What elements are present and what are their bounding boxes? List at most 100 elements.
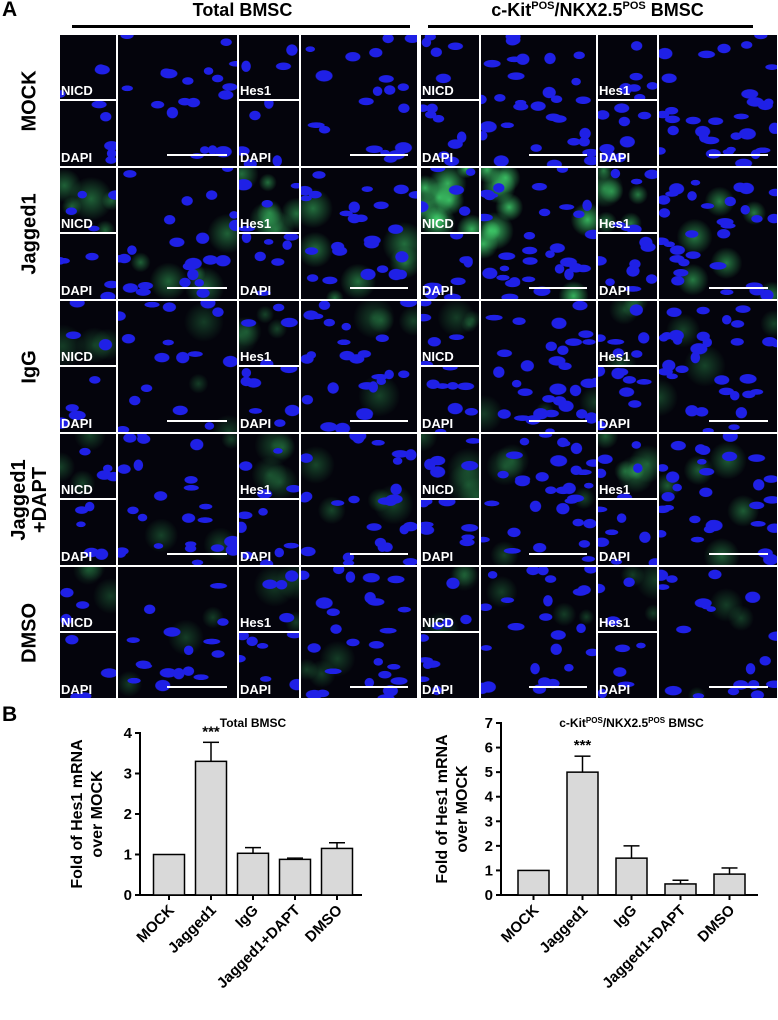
y-tick-label: 4 xyxy=(124,725,133,742)
nicd-merged-image xyxy=(481,567,596,698)
hes1-merged-image xyxy=(659,567,777,698)
y-axis-label: Fold of Hes1 mRNA xyxy=(434,734,451,884)
dapi-inset: DAPI xyxy=(598,101,657,166)
nicd-label: NICD xyxy=(61,83,93,98)
hes1-label: Hes1 xyxy=(599,482,631,497)
dapi-label: DAPI xyxy=(240,549,272,564)
dapi-inset: DAPI xyxy=(421,633,479,698)
scale-bar xyxy=(167,154,227,156)
hes1-merged-image xyxy=(301,35,417,166)
nicd-label: NICD xyxy=(61,216,93,231)
row-label: Jagged1 +DAPT xyxy=(8,459,51,540)
nicd-merged-image xyxy=(481,434,596,565)
dapi-inset: DAPI xyxy=(60,234,116,299)
y-axis-label: over MOCK xyxy=(454,765,471,853)
y-tick-label: 7 xyxy=(485,715,493,732)
hes1-label: Hes1 xyxy=(599,349,631,364)
chart-title: Total BMSC xyxy=(220,716,287,730)
dapi-inset: DAPI xyxy=(239,234,299,299)
panel-b-letter: B xyxy=(2,703,18,726)
dapi-label: DAPI xyxy=(599,150,631,165)
bar-jagged1 xyxy=(194,760,228,896)
x-tick-label: Jagged1 xyxy=(536,902,591,957)
scale-bar xyxy=(167,553,227,555)
y-tick-label: 3 xyxy=(485,813,493,830)
dapi-inset: DAPI xyxy=(239,101,299,166)
scale-bar xyxy=(529,686,587,688)
dapi-inset: DAPI xyxy=(239,367,299,432)
y-tick-label: 6 xyxy=(485,740,493,757)
x-tick-label: MOCK xyxy=(498,902,543,947)
row-label: DMSO xyxy=(18,602,41,663)
hes1-merged-image xyxy=(301,434,417,565)
group-underline-ckit xyxy=(428,25,753,28)
scale-bar xyxy=(709,420,768,422)
y-axis-label: Fold of Hes1 mRNA xyxy=(69,739,86,889)
hes1-merged-image xyxy=(659,35,777,166)
hes1-label: Hes1 xyxy=(240,216,272,231)
dapi-label: DAPI xyxy=(422,549,454,564)
dapi-label: DAPI xyxy=(240,150,272,165)
group-title-total: Total BMSC xyxy=(192,0,293,20)
nicd-label: NICD xyxy=(422,83,454,98)
scale-bar xyxy=(350,420,408,422)
y-tick-label: 1 xyxy=(485,862,493,879)
x-tick-label: IgG xyxy=(232,902,262,932)
scale-bar xyxy=(529,553,587,555)
row-label-line: Jagged1 xyxy=(18,192,41,275)
dapi-inset: DAPI xyxy=(60,367,116,432)
bar-jagged1-dapt xyxy=(664,883,697,896)
nicd-merged-image xyxy=(481,168,596,299)
hes1-merged-image xyxy=(659,168,777,299)
scale-bar xyxy=(709,686,768,688)
hes1-inset: Hes1 xyxy=(598,567,657,631)
nicd-merged-image xyxy=(481,301,596,432)
nicd-inset: NICD xyxy=(421,35,479,99)
hes1-inset: Hes1 xyxy=(598,301,657,365)
y-tick-label: 0 xyxy=(124,887,132,904)
dapi-label: DAPI xyxy=(61,416,93,431)
row-label-line: DMSO xyxy=(18,602,41,663)
dapi-inset: DAPI xyxy=(598,367,657,432)
dapi-label: DAPI xyxy=(61,283,93,298)
bar-mock xyxy=(152,853,186,896)
nicd-inset: NICD xyxy=(60,301,116,365)
nicd-label: NICD xyxy=(422,349,454,364)
bar-jagged1-dapt xyxy=(278,858,312,896)
dapi-inset: DAPI xyxy=(421,500,479,565)
row-label: Jagged1 xyxy=(18,192,41,275)
dapi-label: DAPI xyxy=(240,682,272,697)
y-tick-label: 4 xyxy=(485,789,494,806)
hes1-merged-image xyxy=(301,301,417,432)
nicd-label: NICD xyxy=(422,615,454,630)
dapi-label: DAPI xyxy=(599,682,631,697)
hes1-inset: Hes1 xyxy=(239,301,299,365)
hes1-merged-image xyxy=(659,434,777,565)
y-tick-label: 2 xyxy=(485,838,493,855)
hes1-inset: Hes1 xyxy=(239,35,299,99)
hes1-merged-image xyxy=(301,567,417,698)
scale-bar xyxy=(167,287,227,289)
hes1-label: Hes1 xyxy=(240,349,272,364)
nicd-merged-image xyxy=(118,35,237,166)
nicd-merged-image xyxy=(118,434,237,565)
dapi-label: DAPI xyxy=(422,682,454,697)
nicd-inset: NICD xyxy=(421,434,479,498)
y-axis-label: over MOCK xyxy=(89,770,106,858)
scale-bar xyxy=(350,553,408,555)
nicd-inset: NICD xyxy=(421,301,479,365)
bar-dmso xyxy=(713,873,746,896)
scale-bar xyxy=(529,287,587,289)
significance-label: *** xyxy=(202,723,220,740)
group-title-ckit: c-KitPOS/NKX2.5POS BMSC xyxy=(491,0,704,20)
row-label-line: +DAPT xyxy=(29,466,51,533)
dapi-label: DAPI xyxy=(422,416,454,431)
dapi-inset: DAPI xyxy=(598,500,657,565)
hes1-merged-image xyxy=(301,168,417,299)
y-tick-label: 3 xyxy=(124,766,132,783)
dapi-label: DAPI xyxy=(599,416,631,431)
scale-bar xyxy=(709,287,768,289)
nicd-inset: NICD xyxy=(60,567,116,631)
nicd-inset: NICD xyxy=(421,168,479,232)
dapi-label: DAPI xyxy=(61,682,93,697)
